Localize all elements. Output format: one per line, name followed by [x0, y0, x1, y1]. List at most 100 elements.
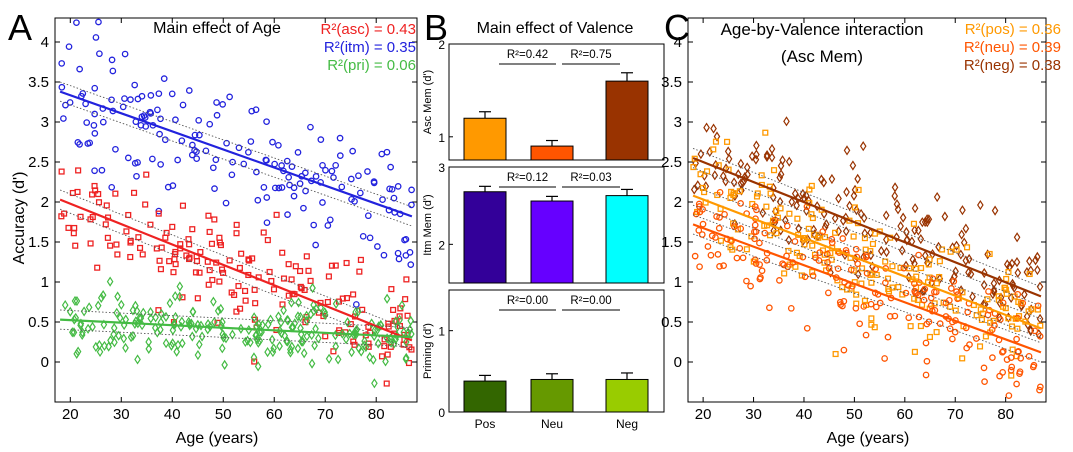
data-point	[295, 297, 302, 308]
data-point	[166, 298, 174, 309]
data-point	[220, 332, 227, 343]
data-point	[355, 343, 363, 354]
data-point	[402, 235, 410, 243]
data-point	[221, 359, 228, 370]
data-point	[357, 346, 365, 357]
data-point	[127, 96, 134, 104]
data-point	[786, 210, 793, 217]
data-point	[751, 235, 758, 243]
data-point	[731, 223, 738, 230]
data-point	[869, 240, 876, 248]
data-point	[1014, 267, 1022, 278]
data-point	[338, 183, 346, 191]
data-point	[79, 327, 86, 338]
data-point	[145, 343, 153, 354]
data-point	[1013, 232, 1021, 243]
data-point	[292, 263, 299, 270]
r2-annotation: R²=0.00	[570, 295, 611, 307]
data-point	[106, 276, 114, 287]
r2-annotation: R²=0.03	[570, 172, 611, 184]
data-point	[270, 343, 278, 354]
data-point	[101, 340, 108, 352]
data-point	[891, 190, 899, 202]
data-point	[214, 305, 222, 317]
panel-c-letter: C	[664, 7, 690, 48]
data-point	[65, 224, 72, 231]
series-neu	[691, 188, 1044, 399]
data-point	[142, 201, 149, 208]
bar-neg	[605, 80, 649, 161]
data-point	[71, 224, 78, 232]
r2-annotation: R²=0.42	[507, 49, 548, 61]
data-point	[169, 338, 176, 349]
data-point	[801, 273, 809, 281]
data-point	[1025, 353, 1033, 360]
data-point	[157, 115, 164, 123]
data-point	[692, 210, 700, 218]
data-point	[867, 300, 875, 308]
data-point	[973, 335, 980, 342]
data-point	[863, 269, 871, 277]
data-point	[344, 317, 351, 328]
data-point	[149, 155, 156, 163]
data-point	[927, 294, 935, 302]
data-point	[283, 157, 291, 165]
data-point	[1032, 255, 1039, 266]
data-point	[193, 258, 201, 265]
data-point	[166, 258, 173, 265]
data-point	[756, 261, 763, 268]
data-point	[77, 213, 84, 220]
data-point	[947, 285, 955, 292]
data-point	[697, 148, 705, 160]
data-point	[776, 172, 784, 183]
data-point	[189, 306, 197, 317]
data-point	[394, 183, 402, 190]
data-point	[396, 314, 403, 325]
data-point	[95, 199, 103, 206]
data-point	[714, 251, 722, 258]
data-point	[103, 202, 110, 209]
data-point	[1002, 305, 1009, 312]
data-point	[157, 266, 164, 273]
data-point	[1034, 306, 1041, 313]
data-point	[156, 257, 163, 264]
data-point	[795, 223, 802, 234]
data-point	[107, 242, 114, 249]
data-point	[720, 262, 727, 269]
data-point	[1005, 392, 1013, 399]
data-point	[172, 116, 179, 124]
data-point	[107, 335, 114, 346]
data-point	[99, 290, 107, 301]
data-point	[959, 205, 966, 216]
data-point	[91, 130, 99, 137]
data-point	[724, 146, 732, 157]
data-point	[818, 174, 825, 185]
data-point	[77, 318, 85, 329]
panel-a-x-axis-label: Age (years)	[176, 430, 259, 447]
data-point	[158, 308, 165, 319]
data-point	[859, 141, 867, 152]
data-point	[996, 316, 1004, 323]
data-point	[710, 123, 717, 134]
data-point	[356, 189, 364, 197]
data-point	[325, 273, 332, 280]
data-point	[963, 344, 971, 352]
data-point	[319, 161, 326, 169]
data-point	[263, 157, 270, 164]
data-point	[366, 234, 374, 242]
data-point	[131, 81, 139, 89]
x-tick-label: 80	[997, 406, 1014, 423]
data-point	[290, 192, 298, 200]
data-point	[108, 183, 116, 191]
data-point	[97, 292, 105, 303]
data-point	[808, 182, 815, 189]
data-point	[278, 162, 285, 169]
data-point	[171, 291, 179, 302]
data-point	[146, 108, 154, 116]
data-point	[210, 296, 217, 307]
data-point	[991, 205, 999, 216]
data-point	[349, 147, 356, 155]
data-point	[110, 322, 118, 334]
confidence-band	[59, 81, 413, 208]
